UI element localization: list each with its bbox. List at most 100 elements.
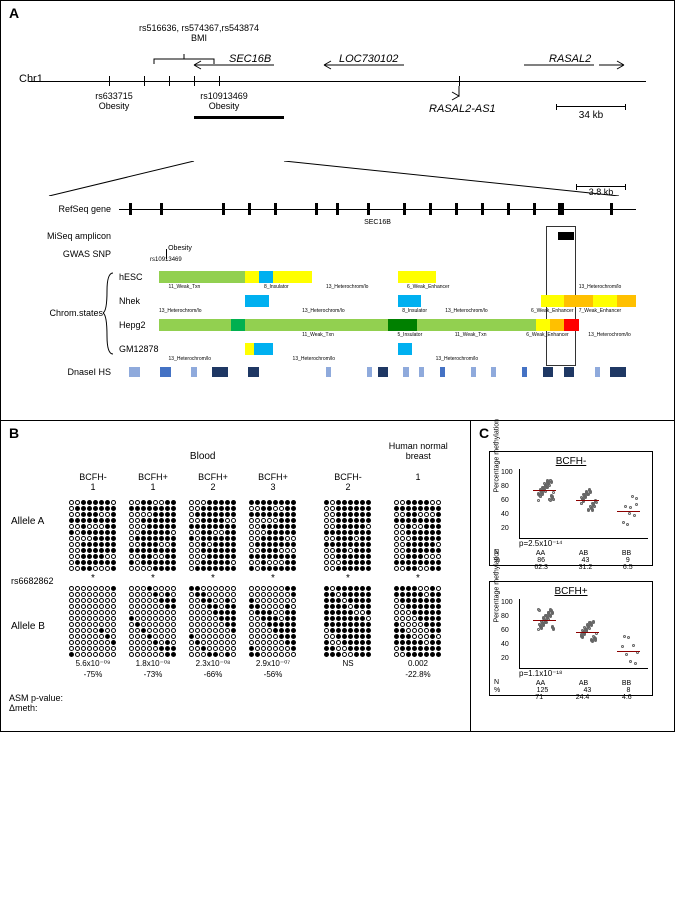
chrom-states-tracks: hESC 11_Weak_Txn 8_Insulator 13_Heteroch… [119, 264, 636, 362]
allele-b-grid [69, 586, 117, 657]
snp-marker: * [69, 573, 117, 584]
chromosome-map: rs516636, rs574367,rs543874 BMI Chr1 SEC… [29, 31, 646, 151]
scatter-group [568, 469, 607, 539]
n-row: 125438 [519, 687, 648, 694]
tick [109, 76, 110, 86]
zoom-region: 3.8 kb RefSeq gene S [39, 201, 636, 401]
snp-left-pheno: Obesity [99, 101, 130, 111]
gwas-obesity: Obesity [168, 245, 192, 252]
track-hepg2: Hepg2 11_Weak_Txn 5_Insulator [119, 314, 636, 336]
allele-a-grid [69, 500, 117, 571]
state-text: 5_Insulator [398, 332, 423, 338]
snp-marker: * [394, 573, 442, 584]
allele-a-grid [394, 500, 442, 571]
asm-pvalue: 2.9x10⁻⁰⁷ [249, 659, 297, 668]
track-dnase: DnaseI HS [39, 364, 636, 380]
hesc-label: hESC [119, 272, 159, 282]
pct-row: 7124.44.6 [519, 694, 648, 701]
zoom-source [194, 116, 284, 119]
p-value: p=1.1x10⁻¹⁸ [519, 669, 648, 678]
gm-content: 13_Heterochrom/lo 13_Heterochrom/lo 13_H… [159, 342, 636, 356]
x-labels: AAABBB [519, 680, 648, 687]
tick [459, 76, 460, 86]
state-text: 13_Heterochrom/lo [159, 308, 202, 314]
dmeth-value: -73% [129, 670, 177, 679]
gene-rasal2as1: RASAL2-AS1 [429, 103, 496, 115]
snp-marker: * [249, 573, 297, 584]
panel-b: B Blood Human normal breast Allele A rs6… [1, 421, 471, 731]
dmeth-value: -66% [189, 670, 237, 679]
snp-marker: * [129, 573, 177, 584]
state-text: 11_Weak_Txn [302, 332, 334, 338]
tick [169, 76, 170, 86]
tick [144, 76, 145, 86]
snp-left-id: rs633715 [95, 91, 133, 101]
state-text: 13_Heterochrom/lo [293, 356, 336, 362]
allele-b-grid [129, 586, 177, 657]
allele-a-grid [324, 500, 372, 571]
state-text: 13_Heterochrom/lo [579, 284, 622, 290]
state-text: 6_Weak_Enhancer [531, 308, 573, 314]
sample-title: BCFH-2 [324, 472, 372, 496]
scatter-box: BCFH-Percentage methylation20406080100p=… [489, 451, 653, 566]
meth-sample: BCFH+3*2.9x10⁻⁰⁷-56% [249, 472, 297, 679]
scatter-title: BCFH+ [494, 586, 648, 597]
n-row: 86439 [519, 557, 648, 564]
allele-b-label: Allele B [11, 621, 45, 632]
state-text: 6_Weak_Enhancer [526, 332, 568, 338]
refseq-content [119, 202, 636, 216]
snp-cluster-ids: rs516636, rs574367,rs543874 [139, 23, 259, 33]
state-text: 11_Weak_Txn [455, 332, 487, 338]
scale-bar-far: 34 kb [556, 106, 626, 121]
y-axis-label: Percentage methylation [494, 549, 501, 623]
panel-c-label: C [479, 425, 489, 441]
meth-sample: BCFH+1*1.8x10⁻⁰⁸-73% [129, 472, 177, 679]
hepg2-label: Hepg2 [119, 320, 159, 330]
asm-pvalue: 0.002 [394, 659, 442, 668]
blood-header: Blood [83, 451, 323, 462]
gene-loc: LOC730102 [339, 53, 398, 65]
scatter-group [609, 599, 648, 669]
gwas-content: Obesity rs10913469 [119, 247, 636, 261]
miseq-content [119, 229, 636, 243]
breast-header: Human normal breast [388, 441, 448, 461]
refseq-label: RefSeq gene [39, 204, 119, 214]
state-text: 13_Heterochrom/lo [445, 308, 488, 314]
methylation-grids: BCFH-1*5.6x10⁻⁰⁹-75%BCFH+1*1.8x10⁻⁰⁸-73%… [9, 472, 462, 679]
snp-cluster: rs516636, rs574367,rs543874 BMI [109, 23, 289, 43]
scale-near-text: 3.8 kb [576, 187, 626, 197]
allele-a-label: Allele A [11, 516, 44, 527]
nhek-label: Nhek [119, 296, 159, 306]
state-text: 11_Weak_Txn [169, 284, 201, 290]
scatter-box: BCFH+Percentage methylation20406080100p=… [489, 581, 653, 696]
panel-a: A rs516636, rs574367,rs543874 BMI Chr1 [1, 1, 674, 421]
state-text: 13_Heterochrom/lo [588, 332, 631, 338]
state-text: 13_Heterochrom/lo [302, 308, 345, 314]
gwas-snpid: rs10913469 [150, 257, 182, 263]
meth-sample: BCFH-2*NS [324, 472, 372, 679]
sample-title: BCFH+3 [249, 472, 297, 496]
x-labels: AAABBB [519, 550, 648, 557]
dmeth-value: -22.8% [394, 670, 442, 679]
scatter-group [609, 469, 648, 539]
gm-label: GM12878 [119, 344, 159, 354]
allele-a-grid [189, 500, 237, 571]
chrom-states-group: Chrom.states hESC 11_Weak_Txn [39, 264, 636, 362]
scatter-group [525, 469, 564, 539]
snp-cluster-pheno: BMI [191, 33, 207, 43]
state-text: 13_Heterochrom/lo [326, 284, 369, 290]
sample-title: BCFH+2 [189, 472, 237, 496]
panel-b-headers: Blood Human normal breast [69, 441, 462, 462]
snp-marker: * [324, 573, 372, 584]
meth-sample: BCFH+2*2.3x10⁻⁰⁸-66% [189, 472, 237, 679]
panel-c: C BCFH-Percentage methylation20406080100… [471, 421, 671, 731]
state-text: 13_Heterochrom/lo [169, 356, 212, 362]
snp-mid-id: rs10913469 [200, 91, 248, 101]
meth-sample: BCFH-1*5.6x10⁻⁰⁹-75% [69, 472, 117, 679]
bottom-row: B Blood Human normal breast Allele A rs6… [1, 421, 674, 731]
allele-a-grid [129, 500, 177, 571]
zoom-connector [29, 161, 649, 196]
state-text: 7_Weak_Enhancer [579, 308, 621, 314]
allele-b-grid [189, 586, 237, 657]
gene-rasal2: RASAL2 [549, 53, 591, 65]
